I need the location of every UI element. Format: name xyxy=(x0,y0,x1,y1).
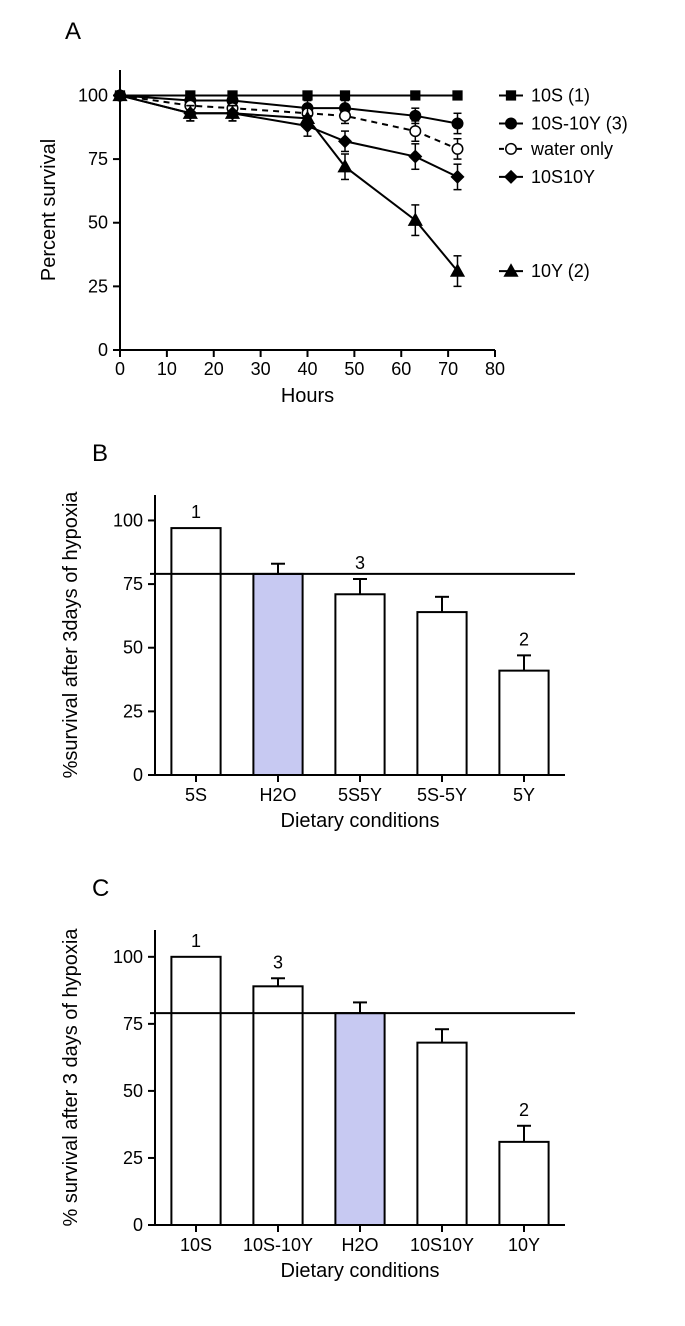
svg-text:10S10Y: 10S10Y xyxy=(410,1235,474,1255)
svg-text:50: 50 xyxy=(344,359,364,379)
svg-text:5Y: 5Y xyxy=(513,785,535,805)
svg-text:% survival after 3 days of hyp: % survival after 3 days of hypoxia xyxy=(60,928,82,1227)
svg-text:3: 3 xyxy=(273,952,283,972)
panel-a-chart: 0 10 20 30 40 50 60 70 80 0 25 50 75 100 Hours Percent … xyxy=(25,50,665,410)
svg-text:25: 25 xyxy=(88,276,108,296)
svg-text:25: 25 xyxy=(123,701,143,721)
svg-text:0: 0 xyxy=(133,1215,143,1235)
svg-text:10S: 10S xyxy=(180,1235,212,1255)
panel-a: 0 10 20 30 40 50 60 70 80 0 25 50 75 100 Hours Percent … xyxy=(25,50,665,410)
svg-text:0: 0 xyxy=(115,359,125,379)
svg-text:50: 50 xyxy=(123,638,143,658)
panel-c: 0 25 50 75 100 10S 1 10S-10Y 3 H2O 10S10Y 10Y 2 Dieta… xyxy=(45,905,605,1300)
svg-text:10Y: 10Y xyxy=(508,1235,540,1255)
svg-text:75: 75 xyxy=(123,1014,143,1034)
svg-text:100: 100 xyxy=(113,510,143,530)
svg-text:0: 0 xyxy=(98,340,108,360)
svg-text:Dietary conditions: Dietary conditions xyxy=(281,1260,440,1282)
svg-text:70: 70 xyxy=(438,359,458,379)
svg-text:40: 40 xyxy=(297,359,317,379)
svg-text:25: 25 xyxy=(123,1148,143,1168)
panel-b-label: B xyxy=(92,440,108,468)
svg-text:H2O: H2O xyxy=(259,785,296,805)
panel-b-chart: 0 25 50 75 100 5S 1 H2O 5S5Y 3 5S-5Y 5Y 2 Dietary con… xyxy=(45,470,605,850)
svg-text:0: 0 xyxy=(133,765,143,785)
figure-container: A 010203040506070800255075100HoursPercen… xyxy=(0,0,685,1326)
svg-text:H2O: H2O xyxy=(341,1235,378,1255)
svg-text:5S: 5S xyxy=(185,785,207,805)
svg-text:100: 100 xyxy=(78,85,108,105)
svg-text:Hours: Hours xyxy=(281,385,334,407)
svg-text:10S-10Y: 10S-10Y xyxy=(243,1235,313,1255)
svg-text:80: 80 xyxy=(485,359,505,379)
svg-text:75: 75 xyxy=(123,574,143,594)
svg-text:100: 100 xyxy=(113,947,143,967)
svg-text:1: 1 xyxy=(191,931,201,951)
svg-text:Percent survival: Percent survival xyxy=(38,139,60,281)
svg-text:10S-10Y (3): 10S-10Y (3) xyxy=(531,113,628,133)
svg-text:50: 50 xyxy=(123,1081,143,1101)
svg-text:3: 3 xyxy=(355,553,365,573)
svg-text:2: 2 xyxy=(519,629,529,649)
svg-text:10Y (2): 10Y (2) xyxy=(531,261,590,281)
svg-text:10: 10 xyxy=(157,359,177,379)
svg-text:60: 60 xyxy=(391,359,411,379)
svg-text:75: 75 xyxy=(88,149,108,169)
svg-text:5S-5Y: 5S-5Y xyxy=(417,785,467,805)
svg-text:5S5Y: 5S5Y xyxy=(338,785,382,805)
svg-text:2: 2 xyxy=(519,1100,529,1120)
svg-text:water only: water only xyxy=(530,139,613,159)
svg-text:%survival after 3days of hypox: %survival after 3days of hypoxia xyxy=(60,491,82,779)
svg-text:10S (1): 10S (1) xyxy=(531,85,590,105)
svg-text:30: 30 xyxy=(251,359,271,379)
panel-b: 0 25 50 75 100 5S 1 H2O 5S5Y 3 5S-5Y 5Y 2 Dietary con… xyxy=(45,470,605,850)
svg-text:20: 20 xyxy=(204,359,224,379)
svg-text:50: 50 xyxy=(88,213,108,233)
panel-c-chart: 0 25 50 75 100 10S 1 10S-10Y 3 H2O 10S10Y 10Y 2 Dieta… xyxy=(45,905,605,1300)
svg-text:Dietary conditions: Dietary conditions xyxy=(281,810,440,832)
svg-text:10S10Y: 10S10Y xyxy=(531,167,595,187)
panel-c-label: C xyxy=(92,875,109,903)
panel-a-label: A xyxy=(65,18,81,46)
svg-text:1: 1 xyxy=(191,502,201,522)
